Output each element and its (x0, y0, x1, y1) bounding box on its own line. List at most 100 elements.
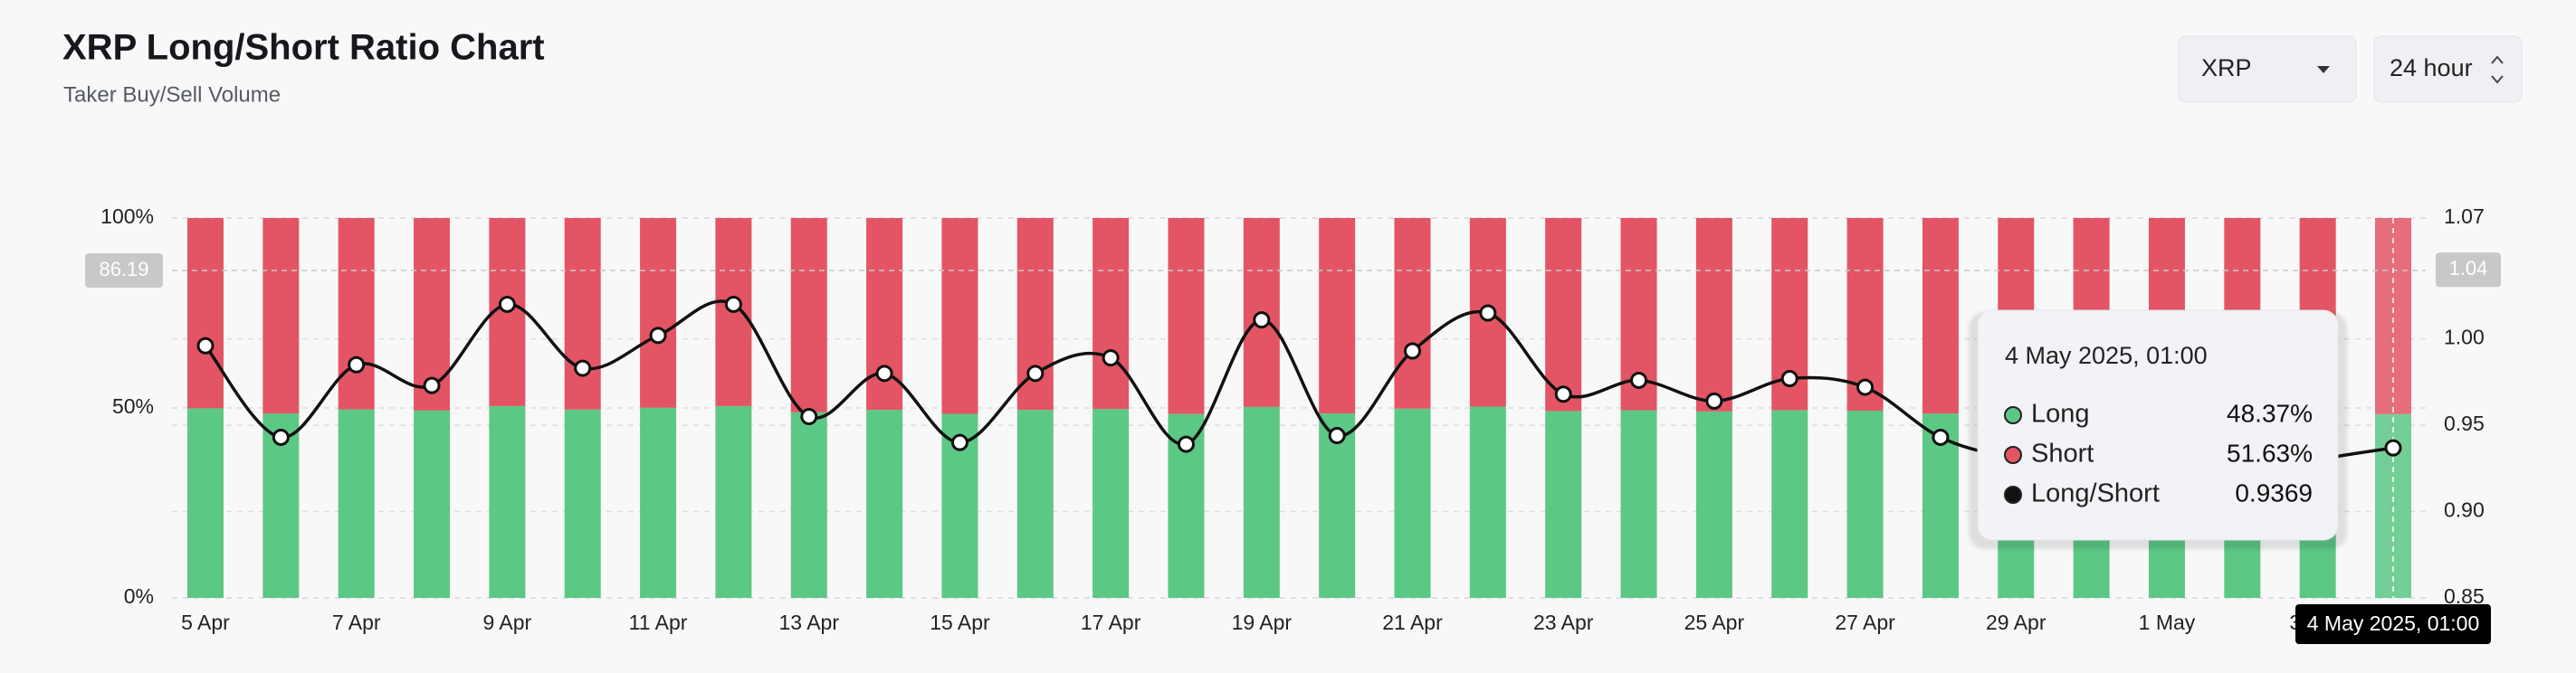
bar-segment (1092, 409, 1130, 598)
ratio-point (800, 408, 818, 426)
x-tick-label: 29 Apr (1986, 611, 2046, 634)
ratio-point (423, 376, 441, 394)
bar-segment (187, 218, 224, 409)
bar-segment (1771, 410, 1808, 598)
bar-segment (1394, 218, 1431, 409)
select-box[interactable] (2178, 35, 2357, 103)
x-tick-label: 17 Apr (1081, 611, 1141, 634)
ratio-point (950, 433, 968, 451)
tooltip-swatch (2004, 406, 2022, 424)
ratio-point (196, 336, 215, 355)
ratio-point (1026, 365, 1045, 383)
tooltip-box (1977, 309, 2339, 541)
bar-segment (1168, 218, 1205, 414)
chart-subtitle: Taker Buy/Sell Volume (63, 82, 281, 107)
y-tick-label: 0% (124, 584, 154, 608)
x-tick-label: 13 Apr (779, 611, 840, 634)
ratio-point (1479, 304, 1497, 322)
ratio-point (649, 327, 667, 345)
tooltip-value: 0.9369 (2235, 479, 2313, 507)
bar-segment (941, 218, 978, 414)
ratio-point (1705, 392, 1723, 410)
crosshair-y-label: 86.19 (99, 258, 148, 280)
y2-tick-label: 1.07 (2444, 204, 2485, 228)
y-tick-label: 100% (100, 204, 154, 228)
tooltip-name: Short (2031, 440, 2094, 469)
y2-tick-label: 0.95 (2444, 412, 2485, 435)
interval-select[interactable]: 24 hour (2373, 35, 2523, 103)
bar-segment (1469, 406, 1506, 598)
x-tick-label: 21 Apr (1382, 611, 1443, 634)
symbol-select[interactable]: XRP (2178, 35, 2357, 103)
bar-segment (1695, 218, 1732, 412)
x-tick-label: 1 May (2139, 611, 2196, 634)
tooltip-name: Long (2031, 400, 2090, 429)
tooltip-name: Long/Short (2031, 479, 2160, 508)
bar-segment (1394, 408, 1431, 598)
bar-segment (338, 409, 375, 598)
ratio-point (1404, 342, 1422, 360)
bar-segment (564, 409, 601, 598)
ratio-point (875, 365, 893, 383)
ratio-point (574, 359, 592, 377)
bar-segment (1846, 218, 1884, 411)
ratio-point (1253, 311, 1271, 329)
bar-segment (1695, 411, 1732, 598)
bar-segment (790, 218, 827, 412)
chart-title: XRP Long/Short Ratio Chart (62, 28, 545, 68)
bar-segment (1092, 218, 1130, 410)
crosshair-y-box (85, 253, 163, 289)
bar-segment (187, 408, 224, 598)
ratio-point (1780, 370, 1798, 388)
bar-segment (715, 405, 752, 598)
bar-segment (1620, 410, 1657, 598)
x-tick-label: 27 Apr (1835, 611, 1895, 634)
ratio-point (348, 355, 366, 374)
select-box[interactable] (2373, 35, 2523, 103)
tooltip-value: 51.63% (2227, 439, 2313, 467)
tooltip-title: 4 May 2025, 01:00 (2005, 342, 2208, 369)
ratio-point (1102, 349, 1120, 367)
bar-segment (489, 405, 526, 598)
x-tick-label: 19 Apr (1232, 611, 1293, 634)
bar-segment (640, 407, 677, 598)
x-tick-label: 11 Apr (629, 611, 688, 634)
ratio-point (2384, 439, 2402, 457)
ratio-point (498, 295, 516, 313)
tooltip-swatch (2004, 486, 2022, 504)
bar-segment (1922, 218, 1959, 414)
ratio-point (1554, 385, 1572, 403)
bar-segment (1016, 410, 1054, 598)
bar-segment (1319, 218, 1356, 414)
bar-segment (564, 218, 601, 410)
ratio-point (272, 428, 290, 446)
ratio-point (1630, 371, 1648, 389)
ratio-point (1932, 428, 1950, 446)
select-value[interactable]: XRP (2201, 54, 2252, 81)
bar-segment (414, 410, 451, 598)
bar-segment (338, 218, 375, 410)
crosshair-y2-box (2436, 252, 2501, 288)
crosshair-x-box (2295, 604, 2491, 644)
tooltip-value: 48.37% (2227, 399, 2313, 427)
y2-tick-label: 0.90 (2444, 498, 2485, 522)
x-tick-label: 5 Apr (181, 611, 230, 634)
bar-segment (1545, 218, 1582, 412)
crosshair-y2-label: 1.04 (2449, 257, 2488, 280)
y2-tick-label: 0.85 (2444, 584, 2485, 608)
bar-segment (790, 412, 827, 598)
ratio-point (1177, 435, 1195, 453)
bar-segment (866, 410, 903, 598)
ratio-point (724, 295, 742, 313)
tooltip-swatch (2004, 446, 2022, 464)
ratio-point (1328, 427, 1346, 445)
select-value[interactable]: 24 hour (2390, 54, 2473, 81)
bar-segment (262, 218, 300, 414)
x-tick-label: 25 Apr (1684, 611, 1745, 634)
bar-segment (640, 218, 677, 408)
spinner-arrows (2491, 55, 2504, 84)
y2-tick-label: 1.00 (2444, 326, 2485, 349)
bar-segment (1545, 411, 1582, 598)
